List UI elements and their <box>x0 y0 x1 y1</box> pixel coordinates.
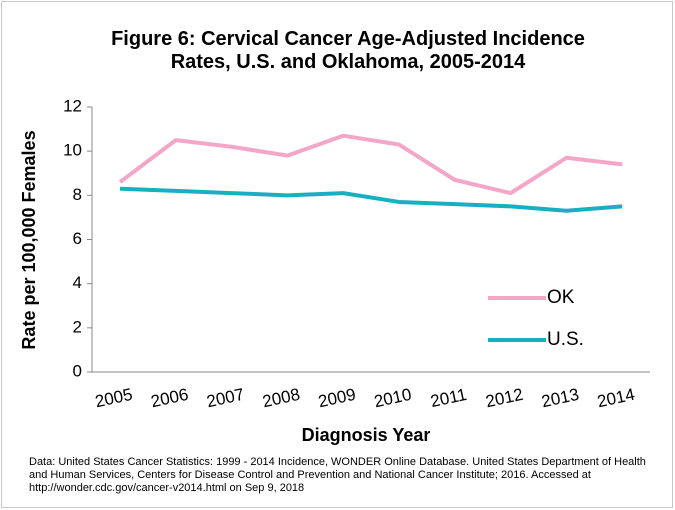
y-tick-label: 12 <box>63 96 82 115</box>
y-tick-label: 8 <box>73 185 82 204</box>
y-axis-label: Rate per 100,000 Females <box>19 130 39 349</box>
legend-label: U.S. <box>547 329 584 350</box>
y-tick-label: 4 <box>73 273 82 292</box>
chart-title: Figure 6: Cervical Cancer Age-Adjusted I… <box>111 28 585 73</box>
series-line <box>118 133 623 196</box>
series-line <box>119 186 623 213</box>
footnote: Data: United States Cancer Statistics: 1… <box>29 456 646 494</box>
y-tick-label: 0 <box>73 361 82 380</box>
x-axis-label: Diagnosis Year <box>302 425 431 445</box>
y-tick-label: 2 <box>73 317 82 336</box>
y-tick-label: 6 <box>73 229 82 248</box>
legend-label: OK <box>547 287 575 308</box>
y-tick-label: 10 <box>63 141 82 160</box>
